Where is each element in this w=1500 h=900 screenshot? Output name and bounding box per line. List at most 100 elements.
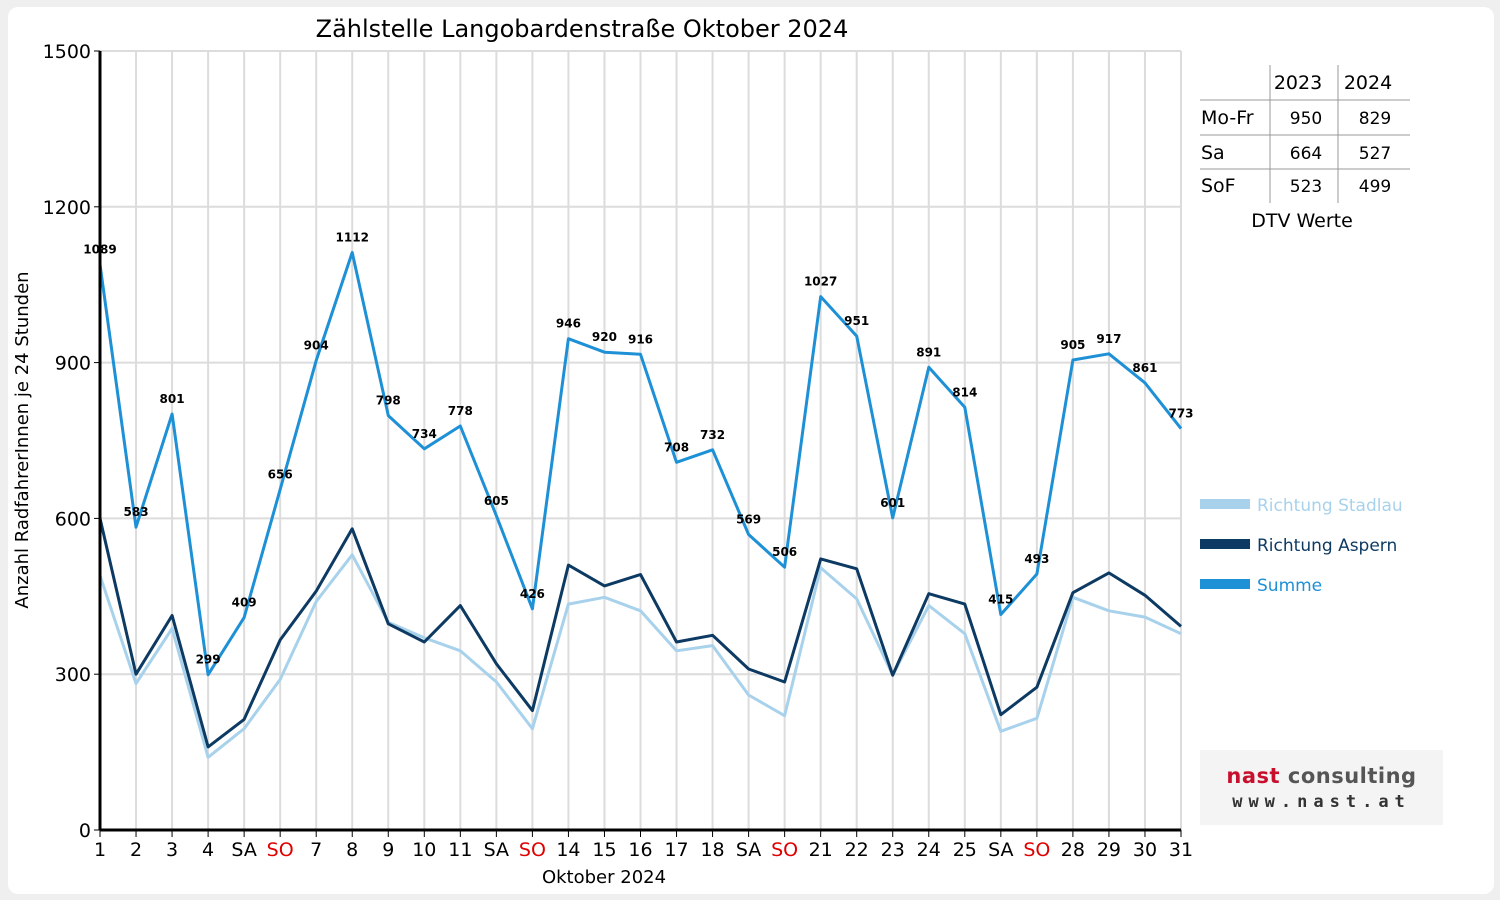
legend-label: Richtung Aspern bbox=[1257, 536, 1397, 556]
logo: nast consulting www.nast.at bbox=[1200, 750, 1443, 825]
data-label: 798 bbox=[376, 394, 401, 408]
x-tick-label: 21 bbox=[809, 839, 833, 861]
x-tick-label: 1 bbox=[94, 839, 106, 861]
x-tick-label: 9 bbox=[382, 839, 394, 861]
x-tick-label: 23 bbox=[881, 839, 905, 861]
data-label: 732 bbox=[700, 428, 725, 442]
data-label: 656 bbox=[268, 467, 293, 481]
legend-swatch bbox=[1200, 579, 1250, 589]
x-tick-label: 29 bbox=[1097, 839, 1121, 861]
x-tick-label: 17 bbox=[664, 839, 688, 861]
x-tick-label: 31 bbox=[1169, 839, 1193, 861]
logo-wordmark: nast consulting bbox=[1200, 764, 1443, 788]
data-label: 734 bbox=[412, 427, 437, 441]
data-label: 891 bbox=[916, 345, 941, 359]
x-tick-label: 3 bbox=[166, 839, 178, 861]
y-tick-label: 1200 bbox=[43, 197, 91, 219]
x-tick-label: 16 bbox=[628, 839, 652, 861]
x-tick-labels: 1 2 3 4 SA SO 7 8 9 10 11 SA SO 14 15 16 17 18 SA SO 21 22 23 2… bbox=[94, 839, 1193, 861]
y-tick-label: 900 bbox=[55, 353, 91, 375]
dtv-header-2024: 2024 bbox=[1344, 72, 1392, 94]
dtv-row-label: Sa bbox=[1201, 142, 1225, 164]
data-label: 946 bbox=[556, 317, 581, 331]
x-axis-label: Oktober 2024 bbox=[542, 867, 666, 888]
dtv-table: 2023 2024 Mo-Fr 950 829 Sa 664 527 SoF 5… bbox=[1200, 65, 1410, 232]
data-label: 801 bbox=[160, 392, 185, 406]
y-tick-label: 1500 bbox=[43, 41, 91, 63]
data-label: 583 bbox=[124, 505, 149, 519]
data-label: 605 bbox=[484, 494, 509, 508]
dtv-caption: DTV Werte bbox=[1251, 210, 1353, 232]
series-line bbox=[98, 518, 1182, 749]
x-tick-label: SO bbox=[1023, 839, 1050, 861]
grid bbox=[100, 50, 1182, 830]
data-label: 814 bbox=[952, 385, 977, 399]
data-label: 773 bbox=[1168, 407, 1193, 421]
dtv-cell: 499 bbox=[1359, 177, 1391, 197]
logo-rest: consulting bbox=[1287, 764, 1417, 788]
logo-url: www.nast.at bbox=[1232, 792, 1411, 812]
legend-swatch bbox=[1200, 539, 1250, 549]
dtv-row-label: SoF bbox=[1201, 175, 1236, 197]
x-tick-label: SO bbox=[771, 839, 798, 861]
x-tick-label: 8 bbox=[346, 839, 358, 861]
x-tick-label: 2 bbox=[130, 839, 142, 861]
x-tick-label: 14 bbox=[556, 839, 580, 861]
data-label: 506 bbox=[772, 545, 797, 559]
data-label: 1027 bbox=[804, 275, 837, 289]
axes bbox=[94, 50, 1182, 837]
legend-label: Richtung Stadlau bbox=[1257, 496, 1403, 516]
dtv-row-label: Mo-Fr bbox=[1201, 107, 1254, 129]
data-label: 415 bbox=[988, 592, 1013, 606]
series-line bbox=[98, 553, 1182, 759]
x-tick-label: SA bbox=[484, 839, 509, 861]
x-tick-label: SO bbox=[519, 839, 546, 861]
legend-swatch bbox=[1200, 499, 1250, 509]
data-label: 1112 bbox=[336, 231, 369, 245]
x-tick-label: SO bbox=[267, 839, 294, 861]
dtv-cell: 527 bbox=[1359, 144, 1391, 164]
y-tick-labels: 0 300 600 900 1200 1500 bbox=[43, 41, 91, 842]
data-label: 951 bbox=[844, 314, 869, 328]
data-label: 708 bbox=[664, 440, 689, 454]
data-label: 1089 bbox=[83, 242, 116, 256]
y-tick-label: 300 bbox=[55, 664, 91, 686]
legend-label: Summe bbox=[1257, 576, 1322, 596]
data-label: 778 bbox=[448, 404, 473, 418]
legend: Richtung Stadlau Richtung Aspern Summe bbox=[1200, 496, 1403, 596]
x-tick-label: 28 bbox=[1061, 839, 1085, 861]
x-tick-label: 30 bbox=[1133, 839, 1157, 861]
x-tick-label: SA bbox=[736, 839, 761, 861]
x-tick-label: 7 bbox=[310, 839, 322, 861]
dtv-header-2023: 2023 bbox=[1274, 72, 1322, 94]
data-label: 905 bbox=[1060, 338, 1085, 352]
data-labels: 1089 583 801 299 409 656 904 1112 798 734 778 605 42… bbox=[83, 231, 1193, 667]
data-label: 917 bbox=[1096, 332, 1121, 346]
x-tick-label: SA bbox=[231, 839, 256, 861]
x-tick-label: 24 bbox=[917, 839, 941, 861]
data-label: 904 bbox=[304, 339, 329, 353]
x-tick-label: SA bbox=[988, 839, 1013, 861]
dtv-cell: 523 bbox=[1290, 177, 1322, 197]
y-axis-label: Anzahl RadfahrerInnen je 24 Stunden bbox=[12, 271, 33, 608]
chart-panel bbox=[8, 7, 1494, 894]
x-tick-label: 18 bbox=[700, 839, 724, 861]
data-label: 916 bbox=[628, 332, 653, 346]
data-label: 299 bbox=[196, 653, 221, 667]
x-tick-label: 15 bbox=[592, 839, 616, 861]
y-tick-label: 0 bbox=[79, 820, 91, 842]
y-tick-label: 600 bbox=[55, 508, 91, 530]
x-tick-label: 22 bbox=[845, 839, 869, 861]
chart-title: Zählstelle Langobardenstraße Oktober 202… bbox=[316, 15, 849, 43]
data-label: 920 bbox=[592, 330, 617, 344]
data-label: 493 bbox=[1024, 552, 1049, 566]
data-label: 569 bbox=[736, 512, 761, 526]
x-tick-label: 4 bbox=[202, 839, 214, 861]
x-tick-label: 25 bbox=[953, 839, 977, 861]
series-layer bbox=[98, 251, 1183, 759]
logo-brand: nast bbox=[1226, 764, 1281, 788]
dtv-cell: 829 bbox=[1359, 109, 1391, 129]
dtv-cell: 950 bbox=[1290, 109, 1322, 129]
